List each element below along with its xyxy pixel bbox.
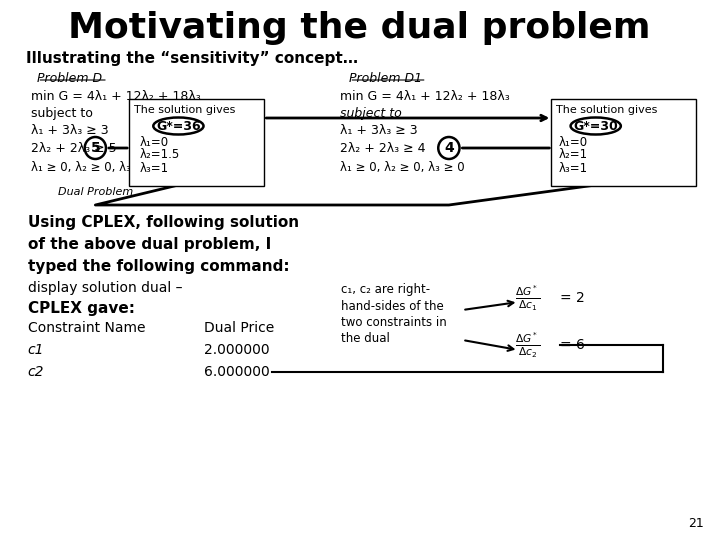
Text: λ₁=0: λ₁=0 bbox=[140, 136, 169, 148]
Text: subject to: subject to bbox=[31, 106, 92, 119]
Text: 5: 5 bbox=[91, 141, 100, 155]
Text: hand-sides of the: hand-sides of the bbox=[341, 300, 444, 313]
FancyBboxPatch shape bbox=[129, 99, 264, 186]
Text: Dual Problem: Dual Problem bbox=[58, 187, 133, 197]
Text: λ₁ + 3λ₃ ≥ 3: λ₁ + 3λ₃ ≥ 3 bbox=[340, 124, 418, 137]
Text: = 6: = 6 bbox=[560, 338, 585, 352]
Text: min G = 4λ₁ + 12λ₂ + 18λ₃: min G = 4λ₁ + 12λ₂ + 18λ₃ bbox=[31, 91, 200, 104]
Text: Problem D1: Problem D1 bbox=[349, 71, 423, 84]
Text: λ₁=0: λ₁=0 bbox=[559, 136, 588, 148]
Text: c2: c2 bbox=[27, 365, 44, 379]
Text: Constraint Name: Constraint Name bbox=[27, 321, 145, 335]
Text: 2.000000: 2.000000 bbox=[204, 343, 270, 357]
Text: λ₂=1: λ₂=1 bbox=[559, 148, 588, 161]
Text: = 2: = 2 bbox=[560, 291, 585, 305]
Text: two constraints in: two constraints in bbox=[341, 315, 446, 328]
Text: subject to: subject to bbox=[340, 106, 402, 119]
Text: of the above dual problem, I: of the above dual problem, I bbox=[27, 237, 271, 252]
Text: $\frac{\Delta G^*}{\Delta c_2}$: $\frac{\Delta G^*}{\Delta c_2}$ bbox=[516, 330, 541, 360]
Text: The solution gives: The solution gives bbox=[134, 105, 235, 115]
Text: 4: 4 bbox=[444, 141, 454, 155]
Text: Dual Price: Dual Price bbox=[204, 321, 275, 335]
Text: 21: 21 bbox=[688, 517, 704, 530]
Text: min G = 4λ₁ + 12λ₂ + 18λ₃: min G = 4λ₁ + 12λ₂ + 18λ₃ bbox=[340, 91, 510, 104]
Text: λ₁ + 3λ₃ ≥ 3: λ₁ + 3λ₃ ≥ 3 bbox=[31, 124, 108, 137]
Text: c₁, c₂ are right-: c₁, c₂ are right- bbox=[341, 284, 430, 296]
Text: λ₃=1: λ₃=1 bbox=[140, 161, 169, 174]
Text: λ₁ ≥ 0, λ₂ ≥ 0, λ₃ ≥ 0: λ₁ ≥ 0, λ₂ ≥ 0, λ₃ ≥ 0 bbox=[31, 161, 156, 174]
Text: G*=36: G*=36 bbox=[156, 119, 201, 132]
Text: λ₃=1: λ₃=1 bbox=[559, 161, 588, 174]
Text: CPLEX gave:: CPLEX gave: bbox=[27, 300, 135, 315]
Text: c1: c1 bbox=[27, 343, 44, 357]
Text: 2λ₂ + 2λ₃ ≥ 4: 2λ₂ + 2λ₃ ≥ 4 bbox=[340, 141, 426, 154]
Text: λ₁ ≥ 0, λ₂ ≥ 0, λ₃ ≥ 0: λ₁ ≥ 0, λ₂ ≥ 0, λ₃ ≥ 0 bbox=[340, 161, 464, 174]
Text: display solution dual –: display solution dual – bbox=[27, 281, 182, 295]
Text: The solution gives: The solution gives bbox=[556, 105, 657, 115]
Text: Illustrating the “sensitivity” concept…: Illustrating the “sensitivity” concept… bbox=[26, 51, 358, 65]
Text: G*=30: G*=30 bbox=[573, 119, 618, 132]
FancyBboxPatch shape bbox=[552, 99, 696, 186]
Text: Motivating the dual problem: Motivating the dual problem bbox=[68, 11, 650, 45]
Text: the dual: the dual bbox=[341, 332, 390, 345]
Text: 6.000000: 6.000000 bbox=[204, 365, 270, 379]
Text: Problem D: Problem D bbox=[37, 71, 102, 84]
Text: 2λ₂ + 2λ₃ ≥ 5: 2λ₂ + 2λ₃ ≥ 5 bbox=[31, 141, 116, 154]
Text: $\frac{\Delta G^*}{\Delta c_1}$: $\frac{\Delta G^*}{\Delta c_1}$ bbox=[516, 284, 541, 313]
Text: Using CPLEX, following solution: Using CPLEX, following solution bbox=[27, 214, 299, 230]
Text: λ₂=1.5: λ₂=1.5 bbox=[140, 148, 180, 161]
Text: typed the following command:: typed the following command: bbox=[27, 259, 289, 273]
